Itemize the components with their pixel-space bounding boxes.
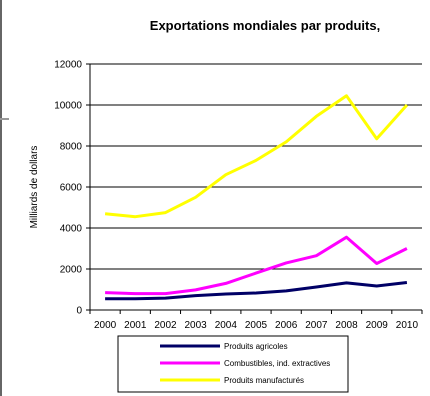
x-tick-label: 2006 xyxy=(275,320,298,331)
x-tick-label: 2002 xyxy=(154,320,177,331)
axes xyxy=(86,63,423,314)
legend-entry: Produits agricoles xyxy=(224,342,288,351)
y-axis-label: Milliards de dollars xyxy=(29,146,40,229)
left-border-tick xyxy=(0,118,9,120)
chart-title: Exportations mondiales par produits, xyxy=(150,18,380,33)
legend-entry: Produits manufacturés xyxy=(224,376,304,385)
y-tick-label: 2000 xyxy=(60,265,83,276)
x-tick-label: 2004 xyxy=(215,320,238,331)
y-tick-label: 0 xyxy=(76,306,82,317)
x-tick-label: 2007 xyxy=(305,320,328,331)
x-tick-labels: 2000 2001 2002 2003 2004 2005 2006 2007 2008 2009… xyxy=(94,320,419,331)
gridlines xyxy=(90,63,422,270)
x-tick-label: 2001 xyxy=(124,320,147,331)
x-tick-label: 2003 xyxy=(185,320,208,331)
series-line-2 xyxy=(104,94,409,219)
y-tick-label: 6000 xyxy=(60,183,83,194)
legend: Produits agricoles Combustibles, ind. ext… xyxy=(117,335,349,393)
x-tick-label: 2009 xyxy=(366,320,389,331)
y-tick-label: 8000 xyxy=(60,142,83,153)
y-tick-label: 4000 xyxy=(60,224,83,235)
legend-entry: Combustibles, ind. extractives xyxy=(224,359,330,368)
series-lines xyxy=(104,94,409,301)
series-line-1 xyxy=(105,235,408,296)
legend-box xyxy=(117,335,349,393)
x-tick-label: 2010 xyxy=(396,320,419,331)
y-tick-label: 12000 xyxy=(54,60,82,71)
y-tick-label: 10000 xyxy=(54,101,82,112)
x-tick-label: 2005 xyxy=(245,320,268,331)
x-tick-label: 2000 xyxy=(94,320,117,331)
series-line-0 xyxy=(105,281,408,301)
left-border xyxy=(0,0,2,396)
x-tick-label: 2008 xyxy=(335,320,358,331)
y-tick-labels: 0 2000 4000 6000 8000 10000 12000 xyxy=(54,60,82,317)
